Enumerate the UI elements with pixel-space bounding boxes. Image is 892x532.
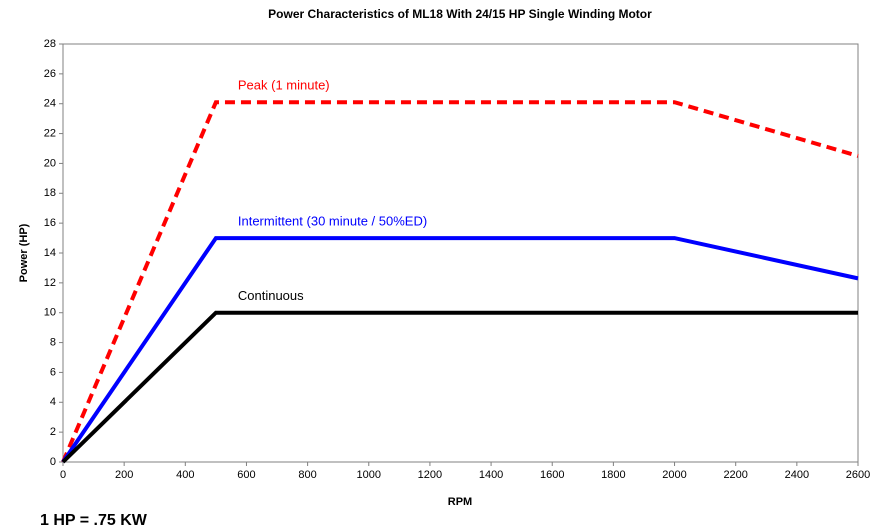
x-tick-label: 800 <box>298 469 316 481</box>
y-tick-label: 22 <box>44 127 56 139</box>
x-tick-label: 1000 <box>357 469 381 481</box>
y-axis-label: Power (HP) <box>18 223 30 282</box>
x-tick-label: 400 <box>176 469 194 481</box>
x-tick-label: 1400 <box>479 469 503 481</box>
y-tick-label: 8 <box>50 336 56 348</box>
series-label: Continuous <box>238 288 304 303</box>
y-tick-label: 16 <box>44 217 56 229</box>
y-tick-label: 26 <box>44 68 56 80</box>
y-tick-label: 12 <box>44 277 56 289</box>
y-tick-label: 2 <box>50 426 56 438</box>
x-tick-label: 2000 <box>662 469 686 481</box>
x-tick-label: 1200 <box>418 469 442 481</box>
series-line <box>61 100 859 463</box>
x-tick-label: 600 <box>237 469 255 481</box>
series-line <box>61 310 858 464</box>
series-label: Intermittent (30 minute / 50%ED) <box>238 214 427 229</box>
y-tick-label: 10 <box>44 307 56 319</box>
x-axis-label: RPM <box>448 496 472 508</box>
y-tick-label: 0 <box>50 456 56 468</box>
x-tick-label: 1800 <box>601 469 625 481</box>
series-line <box>61 236 859 464</box>
y-tick-label: 4 <box>50 396 56 408</box>
y-tick-label: 20 <box>44 157 56 169</box>
x-tick-label: 2200 <box>723 469 747 481</box>
y-tick-label: 14 <box>44 247 56 259</box>
chart-title: Power Characteristics of ML18 With 24/15… <box>268 7 652 21</box>
x-tick-label: 1600 <box>540 469 564 481</box>
series-label: Peak (1 minute) <box>238 78 330 93</box>
x-tick-label: 2600 <box>846 469 870 481</box>
y-tick-label: 6 <box>50 366 56 378</box>
x-tick-label: 2400 <box>785 469 809 481</box>
footnote: 1 HP = .75 KW <box>40 512 148 529</box>
y-tick-label: 24 <box>44 98 56 110</box>
x-tick-label: 0 <box>60 469 66 481</box>
y-tick-label: 18 <box>44 187 56 199</box>
y-tick-label: 28 <box>44 38 56 50</box>
x-tick-label: 200 <box>115 469 133 481</box>
